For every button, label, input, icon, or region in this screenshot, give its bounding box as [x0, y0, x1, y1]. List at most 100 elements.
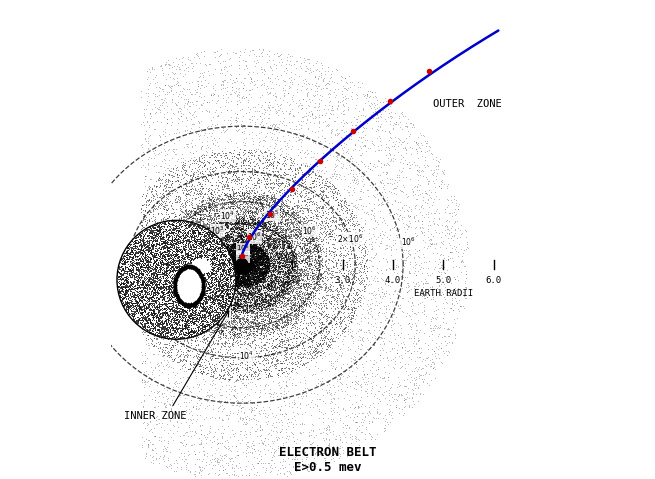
Point: [240, 260, 251, 268]
Point: [252, 293, 262, 300]
Point: [303, 221, 313, 229]
Point: [140, 246, 150, 254]
Point: [153, 229, 164, 237]
Point: [189, 263, 200, 271]
Point: [241, 181, 252, 189]
Point: [241, 258, 252, 266]
Point: [234, 319, 244, 326]
Point: [257, 149, 267, 157]
Point: [258, 253, 269, 261]
Point: [153, 276, 164, 284]
Point: [331, 447, 341, 455]
Point: [173, 107, 183, 115]
Point: [274, 182, 285, 190]
Point: [282, 328, 293, 335]
Point: [187, 262, 197, 269]
Point: [252, 271, 263, 279]
Point: [217, 258, 228, 266]
Point: [198, 226, 208, 233]
Point: [131, 263, 141, 271]
Point: [273, 214, 284, 221]
Point: [218, 265, 229, 273]
Point: [218, 219, 229, 227]
Point: [338, 218, 348, 226]
Point: [242, 283, 252, 291]
Point: [346, 118, 357, 126]
Point: [263, 200, 274, 208]
Point: [136, 247, 147, 254]
Point: [220, 302, 231, 310]
Point: [270, 253, 280, 261]
Point: [270, 220, 280, 228]
Point: [195, 191, 206, 198]
Point: [288, 207, 299, 215]
Point: [340, 381, 350, 388]
Point: [225, 267, 235, 274]
Point: [213, 408, 223, 415]
Point: [166, 240, 176, 248]
Point: [315, 244, 326, 251]
Point: [245, 280, 255, 287]
Point: [238, 243, 248, 251]
Point: [168, 226, 179, 233]
Point: [286, 284, 296, 292]
Point: [188, 239, 198, 246]
Point: [331, 261, 341, 269]
Point: [233, 288, 244, 296]
Point: [122, 254, 132, 262]
Point: [210, 311, 221, 319]
Point: [185, 300, 195, 308]
Point: [222, 232, 233, 240]
Point: [163, 237, 174, 244]
Point: [377, 391, 388, 399]
Point: [297, 296, 308, 304]
Point: [238, 168, 249, 175]
Point: [253, 197, 263, 205]
Point: [294, 164, 305, 171]
Point: [404, 260, 415, 268]
Point: [310, 129, 320, 137]
Point: [245, 256, 255, 264]
Point: [143, 309, 153, 317]
Point: [343, 251, 353, 258]
Point: [170, 274, 180, 282]
Point: [207, 295, 217, 302]
Point: [244, 259, 255, 266]
Point: [221, 299, 232, 307]
Point: [205, 293, 215, 300]
Point: [277, 282, 288, 289]
Point: [352, 263, 363, 271]
Point: [219, 272, 230, 280]
Point: [365, 366, 375, 374]
Point: [143, 318, 153, 325]
Point: [121, 295, 132, 302]
Point: [133, 315, 143, 322]
Point: [130, 285, 140, 292]
Point: [229, 79, 239, 86]
Point: [234, 212, 245, 220]
Point: [246, 77, 256, 84]
Point: [191, 334, 201, 342]
Point: [271, 257, 281, 265]
Point: [238, 254, 249, 262]
Point: [250, 258, 261, 266]
Point: [179, 300, 189, 308]
Point: [162, 260, 173, 268]
Point: [233, 258, 244, 266]
Point: [187, 300, 198, 308]
Point: [236, 244, 246, 251]
Point: [152, 306, 162, 313]
Point: [215, 256, 226, 263]
Point: [179, 261, 189, 269]
Point: [257, 296, 268, 303]
Point: [240, 259, 251, 266]
Point: [217, 271, 228, 279]
Point: [289, 311, 299, 319]
Point: [164, 219, 174, 227]
Point: [120, 258, 130, 266]
Point: [217, 267, 228, 274]
Point: [123, 244, 134, 251]
Point: [189, 311, 200, 319]
Point: [278, 311, 288, 319]
Point: [265, 256, 275, 264]
